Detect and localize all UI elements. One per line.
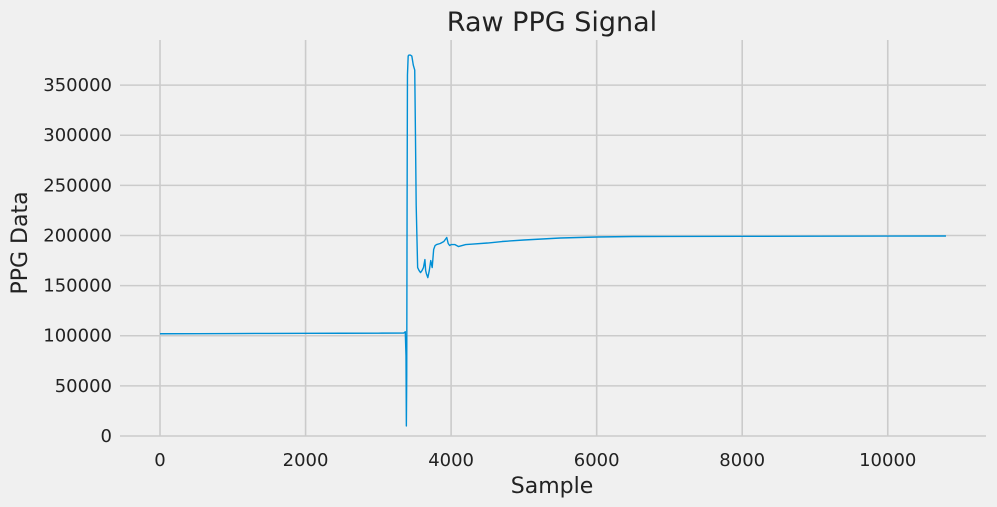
x-axis-title: Sample — [511, 474, 594, 499]
x-tick-label: 8000 — [719, 450, 765, 471]
y-axis-title: PPG Data — [8, 191, 33, 294]
plot-area — [160, 54, 946, 427]
y-tick-label: 0 — [101, 426, 112, 447]
y-tick-label: 100000 — [43, 326, 112, 347]
y-tick-label: 300000 — [43, 125, 112, 146]
y-tick-label: 50000 — [55, 376, 112, 397]
y-tick-label: 200000 — [43, 225, 112, 246]
y-tick-label: 350000 — [43, 75, 112, 96]
x-tick-label: 4000 — [428, 450, 474, 471]
y-axis: 0 50000 100000 150000 200000 250000 300000 3500… — [43, 75, 112, 447]
y-tick-label: 150000 — [43, 276, 112, 297]
x-tick-label: 10000 — [859, 450, 916, 471]
x-tick-label: 0 — [154, 450, 165, 471]
x-axis: 0 2000 4000 6000 8000 10000 — [154, 450, 916, 471]
y-tick-label: 250000 — [43, 175, 112, 196]
chart-title: Raw PPG Signal — [447, 7, 657, 38]
x-tick-label: 6000 — [574, 450, 620, 471]
x-tick-label: 2000 — [283, 450, 329, 471]
grid — [120, 40, 986, 437]
series-line — [160, 54, 946, 427]
